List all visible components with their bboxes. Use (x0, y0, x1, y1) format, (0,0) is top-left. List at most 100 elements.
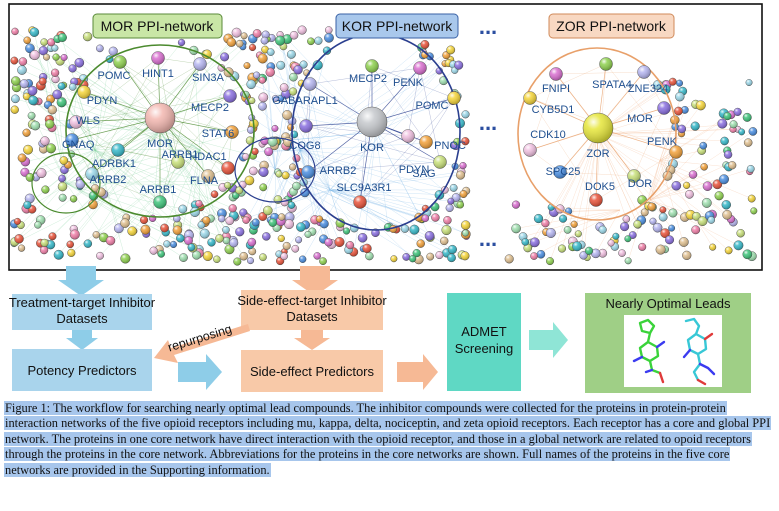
global-node (459, 190, 468, 199)
global-node (390, 255, 398, 263)
global-node (213, 255, 221, 264)
global-node (96, 44, 104, 53)
global-node (460, 220, 471, 230)
global-node (192, 250, 202, 260)
global-node (530, 252, 538, 260)
global-node (247, 237, 257, 247)
global-node (149, 246, 158, 255)
repurposing-arrow (154, 324, 250, 363)
core-edge (529, 73, 557, 151)
protein-label: POMC (416, 100, 449, 112)
label-line: Side-effect-target Inhibitor (237, 293, 387, 308)
protein-node (669, 145, 683, 159)
nearly-optimal-leads-label: Nearly Optimal Leads (606, 296, 731, 311)
global-node (11, 27, 19, 36)
global-node (195, 199, 203, 208)
global-node (691, 211, 701, 221)
network-edge (299, 50, 328, 151)
global-node (244, 175, 255, 186)
label-line: Screening (455, 341, 514, 356)
global-node (231, 27, 242, 38)
global-node (652, 222, 663, 233)
center-protein-node (356, 106, 388, 138)
global-node (584, 246, 594, 255)
global-node (682, 250, 692, 261)
global-node (723, 111, 732, 121)
global-node (277, 213, 286, 221)
global-node (83, 239, 93, 248)
core-edge (309, 67, 421, 85)
global-node (226, 37, 236, 47)
global-node (441, 225, 452, 236)
network-edge (329, 59, 451, 191)
global-node (426, 252, 435, 261)
global-node (279, 83, 289, 92)
protein-node (303, 77, 317, 91)
center-protein-label: MOR (147, 138, 173, 150)
protein-label: MECP2 (349, 73, 387, 85)
network-edge (596, 133, 725, 142)
protein-label: PNOC (434, 140, 466, 152)
network-edge (596, 133, 627, 220)
global-node (271, 124, 279, 132)
zor-core-ring (517, 47, 677, 221)
core-edge (371, 65, 427, 143)
network-edge (329, 189, 451, 202)
global-node (598, 248, 608, 258)
protein-label: COG8 (289, 140, 320, 152)
global-node (265, 67, 275, 77)
protein-label: WLS (76, 115, 100, 127)
global-node (439, 236, 449, 246)
mor-title-box (92, 13, 223, 39)
network-edge (583, 133, 598, 256)
protein-label: HDAC1 (189, 151, 226, 163)
core-edge (643, 71, 665, 109)
global-node (712, 179, 723, 190)
protein-label: SIN3A (192, 72, 224, 84)
arrow-network-to-side-effect (292, 266, 338, 296)
mor-core-ring (65, 44, 255, 218)
global-node (40, 38, 48, 46)
global-node (28, 95, 38, 106)
network-edge (649, 174, 694, 201)
global-node (105, 235, 116, 246)
network-edge (94, 42, 182, 151)
global-node (108, 46, 118, 56)
global-node (688, 170, 698, 179)
global-node (570, 220, 578, 228)
protein-node (223, 89, 237, 103)
global-node (229, 238, 239, 248)
global-node (292, 181, 301, 191)
global-node (736, 228, 745, 238)
lead-molecules-image (624, 315, 722, 387)
global-node (289, 72, 298, 82)
global-node (700, 163, 708, 171)
global-node (139, 215, 149, 225)
network-edge (250, 129, 276, 171)
workflow-diagram: POMC HINT1 SIN3A PDYN MECP2 WLS STAT6 GNAQ ARRB1… (8, 3, 763, 393)
global-node (52, 53, 60, 61)
global-node (729, 120, 738, 129)
global-node (11, 94, 20, 104)
global-node (533, 213, 544, 224)
potency-predictors-box (12, 349, 152, 391)
global-node (248, 43, 257, 52)
global-node (275, 35, 286, 46)
global-node (276, 60, 286, 70)
global-node (742, 112, 752, 122)
protein-node (353, 195, 367, 209)
global-node (400, 224, 410, 233)
global-node (357, 232, 368, 243)
global-node (113, 223, 124, 234)
global-node (251, 147, 259, 156)
global-node (412, 248, 421, 258)
global-node (289, 163, 297, 171)
protein-label: ARRB1 (162, 149, 199, 161)
global-node (235, 186, 244, 195)
global-node (29, 27, 40, 37)
label-line: Datasets (286, 309, 338, 324)
core-edge (307, 135, 409, 173)
global-node (286, 49, 296, 59)
global-node (57, 181, 68, 192)
global-node (435, 251, 444, 260)
